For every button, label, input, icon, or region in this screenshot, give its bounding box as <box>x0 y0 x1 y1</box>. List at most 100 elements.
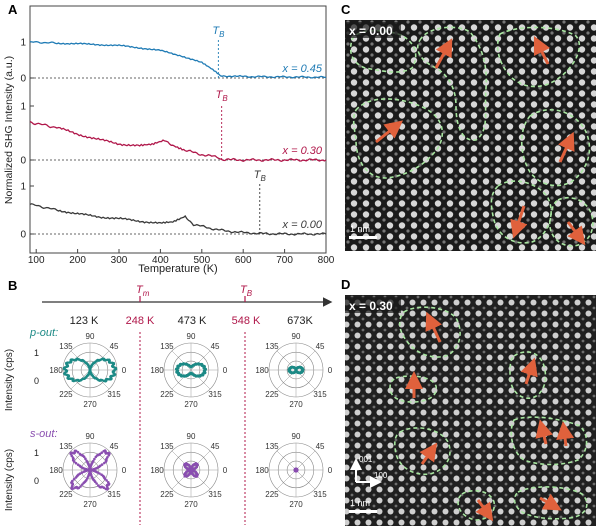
polar-data-point <box>107 481 110 484</box>
arrow-c-3 <box>375 120 404 144</box>
a-series-line <box>29 40 327 79</box>
a-ytick-label: 0 <box>20 74 26 85</box>
arrow-d-7 <box>475 499 494 522</box>
panel-d: D x = 0.30 001 100 1 <box>341 277 596 526</box>
tb-label-b-main: T <box>240 284 248 296</box>
polar-angle-label: 225 <box>160 490 174 499</box>
polar-arrows-d <box>405 311 575 522</box>
panel-c-label: C <box>341 2 351 17</box>
polar-angle-label: 270 <box>83 500 97 509</box>
polar-angle-label: 45 <box>110 442 119 451</box>
panel-a-yticks: 0 1 0 1 0 1 <box>20 38 34 241</box>
polar-angle-label: 90 <box>86 332 95 341</box>
polar-data-point <box>93 480 97 484</box>
polar-angle-label: 225 <box>160 390 174 399</box>
panel-a: A Normalized SHG Intensity (a.u.) Temper… <box>3 2 335 275</box>
polar-angle-label: 90 <box>292 332 301 341</box>
polar-angle-label: 315 <box>208 490 222 499</box>
panel-d-label: D <box>341 277 350 292</box>
polar-grid-spoke <box>190 450 211 471</box>
polar-angle-label: 315 <box>208 390 222 399</box>
polar-data-point <box>100 473 103 477</box>
scale-bar-d <box>349 510 377 513</box>
panel-c: C x = 0.00 1 nm <box>341 2 596 251</box>
polar-grid-spoke <box>70 469 91 490</box>
domain-c-5 <box>520 108 591 187</box>
polar-data-point <box>100 451 103 455</box>
polar-angle-label: 180 <box>150 366 164 375</box>
temp-673: 673K <box>287 315 313 327</box>
panel-a-label: A <box>8 2 18 17</box>
a-tb-label-main: T <box>216 89 224 101</box>
polar-angle-label: 180 <box>255 466 269 475</box>
a-series-line <box>29 120 327 163</box>
polar-data-point <box>85 459 88 463</box>
polar-angle-label: 270 <box>289 400 303 409</box>
polar-data-point <box>105 479 108 482</box>
crystal-axes-d <box>350 458 382 488</box>
polar-grid-spoke <box>171 450 192 471</box>
tm-label-sub: m <box>143 289 150 298</box>
polar-angle-label: 0 <box>328 366 333 375</box>
tm-label-main: T <box>136 284 144 296</box>
polar-data-point <box>203 369 207 372</box>
domain-c-4 <box>352 98 444 179</box>
panel-a-xticks: 100 200 300 400 500 600 700 800 <box>28 249 335 266</box>
a-ytick-label: 1 <box>20 102 26 113</box>
polar-angle-label: 135 <box>160 342 174 351</box>
panel-a-axes <box>29 5 327 254</box>
tb-label-b: TB <box>240 284 253 298</box>
polar-angle-label: 0 <box>223 366 228 375</box>
polar-angle-label: 180 <box>255 366 269 375</box>
polar-angle-label: 135 <box>160 442 174 451</box>
polar-angle-label: 90 <box>292 432 301 441</box>
panel-a-xlabel: Temperature (K) <box>138 263 217 275</box>
polar-angle-label: 0 <box>122 366 127 375</box>
polar-grid-spoke <box>276 450 297 471</box>
polar-angle-label: 90 <box>187 432 196 441</box>
a-xtick-label: 200 <box>69 255 86 266</box>
polar-angle-label: 90 <box>86 432 95 441</box>
polar-grid-spoke <box>295 469 316 490</box>
a-xtick-label: 800 <box>318 255 335 266</box>
polar-data-point <box>94 455 98 459</box>
arrow-d-2 <box>520 357 538 385</box>
arrow-d-5 <box>535 419 553 445</box>
arrow-d-4 <box>419 442 438 465</box>
polar-angle-label: 0 <box>223 466 228 475</box>
domain-c-6 <box>490 180 552 244</box>
a-series-line <box>29 203 327 236</box>
a-ytick-label: 0 <box>20 156 26 167</box>
a-xtick-label: 400 <box>152 255 169 266</box>
a-ytick-label: 0 <box>20 230 26 241</box>
polar-grid-spoke <box>190 469 211 490</box>
polar-data-point <box>76 450 80 454</box>
polar-angle-label: 135 <box>59 342 73 351</box>
polar-angle-label: 315 <box>107 390 121 399</box>
polar-angle-label: 180 <box>150 466 164 475</box>
polar-data-point <box>102 486 106 490</box>
scale-bar-c <box>349 236 377 239</box>
polar-data-point <box>79 485 82 488</box>
polar-grid-spoke <box>171 350 192 371</box>
b-tick-s1: 1 <box>34 448 39 458</box>
polar-angle-label: 135 <box>59 442 73 451</box>
polar-data-point <box>106 456 109 459</box>
domain-c-7 <box>548 196 594 247</box>
polar-data-point <box>74 461 78 465</box>
polar-angle-label: 180 <box>49 366 63 375</box>
polar-angle-label: 225 <box>59 490 73 499</box>
polar-data-point <box>93 457 96 461</box>
polar-angle-label: 225 <box>59 390 73 399</box>
polar-angle-label: 135 <box>265 342 279 351</box>
axis-100-label: 100 <box>374 471 388 480</box>
scale-label-c: 1 nm <box>350 224 370 234</box>
polar-data-point <box>67 377 70 381</box>
domain-c-3 <box>496 26 581 88</box>
polar-data-point <box>72 477 76 481</box>
panel-b-label: B <box>8 278 17 293</box>
temp-123: 123 K <box>70 315 99 327</box>
s-out-label: s-out: <box>30 428 58 440</box>
polar-data-point <box>190 468 194 472</box>
